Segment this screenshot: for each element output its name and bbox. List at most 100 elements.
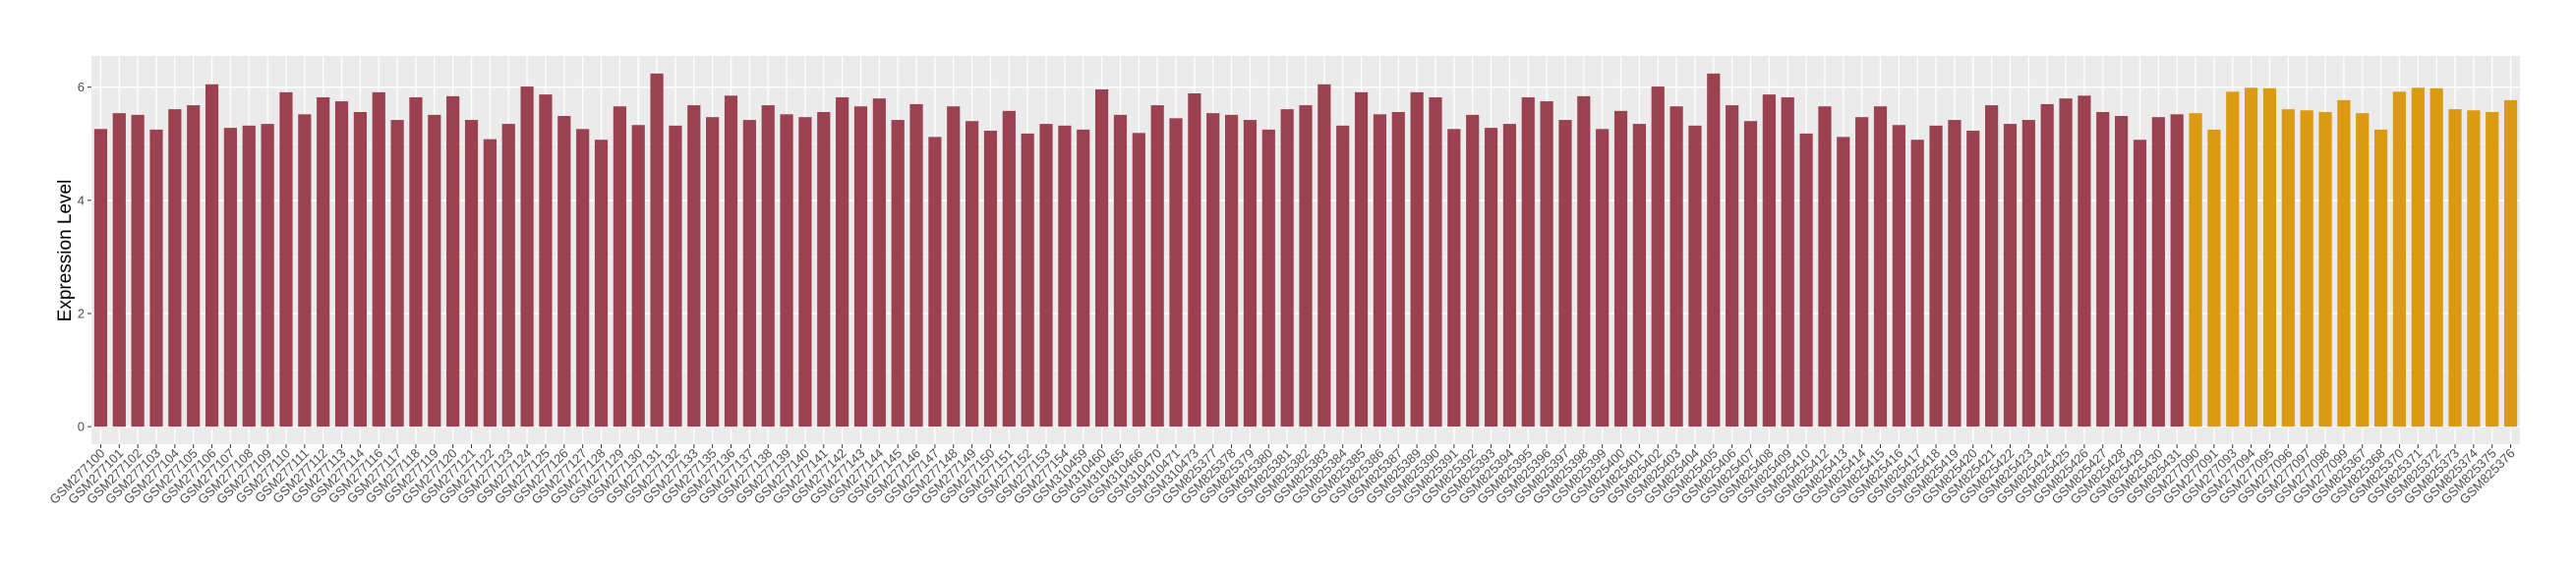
bar-GSM825396 — [1540, 101, 1553, 428]
bar-GSM277137 — [742, 120, 756, 428]
bar-GSM825387 — [1391, 112, 1405, 428]
bar-GSM277151 — [1002, 110, 1016, 428]
bar-GSM825427 — [2096, 112, 2110, 428]
bar-GSM277139 — [780, 114, 793, 428]
bar-GSM825431 — [2170, 114, 2184, 428]
bar-GSM277127 — [576, 129, 590, 428]
bar-GSM277131 — [650, 73, 664, 428]
bar-GSM277147 — [928, 137, 942, 428]
bar-GSM277128 — [594, 140, 609, 428]
bar-GSM825382 — [1299, 105, 1313, 428]
bar-GSM277130 — [631, 125, 645, 428]
bar-GSM310466 — [1132, 133, 1145, 428]
bar-GSM277106 — [205, 84, 219, 428]
bar-GSM825414 — [1855, 117, 1869, 428]
bar-GSM825380 — [1261, 129, 1275, 428]
y-tick-label: 0 — [78, 420, 85, 434]
bar-GSM277098 — [2318, 112, 2332, 428]
bar-GSM277097 — [2300, 110, 2313, 428]
bar-GSM825413 — [1837, 137, 1850, 428]
bar-GSM277122 — [483, 139, 497, 428]
bar-GSM825407 — [1743, 121, 1758, 428]
y-axis: 0 2 4 6 — [78, 80, 91, 434]
bar-GSM825402 — [1651, 86, 1665, 428]
bar-GSM277144 — [872, 98, 886, 428]
bar-GSM277118 — [409, 97, 423, 428]
bar-GSM825410 — [1799, 133, 1813, 428]
bar-GSM277138 — [761, 105, 775, 428]
bar-GSM825371 — [2411, 87, 2425, 428]
bar-GSM825398 — [1577, 95, 1591, 428]
bar-GSM825373 — [2448, 109, 2462, 428]
bar-GSM825374 — [2467, 110, 2481, 428]
bar-GSM825430 — [2151, 117, 2165, 428]
bar-GSM825404 — [1688, 125, 1702, 428]
bar-GSM277132 — [669, 125, 682, 428]
y-axis-title: Expression Level — [55, 180, 76, 322]
bar-GSM825367 — [2356, 113, 2370, 428]
bar-GSM310473 — [1188, 93, 1201, 428]
bar-GSM277126 — [557, 116, 571, 428]
bar-GSM825421 — [1985, 105, 1999, 428]
bar-GSM825394 — [1502, 124, 1517, 428]
bars — [93, 73, 2518, 428]
bar-GSM825375 — [2486, 112, 2499, 428]
bar-GSM825428 — [2115, 116, 2129, 428]
bar-GSM277146 — [909, 103, 923, 428]
bar-GSM825422 — [2003, 124, 2018, 428]
bar-GSM310470 — [1150, 105, 1164, 428]
bar-GSM277114 — [353, 112, 367, 428]
bar-GSM277149 — [966, 121, 979, 428]
bar-GSM825417 — [1910, 140, 1924, 428]
bar-GSM277104 — [168, 109, 182, 428]
bar-GSM825412 — [1818, 106, 1832, 428]
y-tick-label: 2 — [78, 306, 85, 320]
bar-GSM825379 — [1243, 120, 1258, 428]
bar-GSM277140 — [798, 117, 812, 428]
bar-GSM825372 — [2430, 87, 2443, 428]
bar-GSM310465 — [1113, 114, 1128, 428]
bar-GSM825403 — [1669, 106, 1683, 428]
bar-GSM825376 — [2503, 99, 2518, 428]
bar-GSM277096 — [2281, 109, 2295, 428]
bar-GSM310460 — [1094, 88, 1109, 428]
bar-GSM277109 — [261, 124, 274, 428]
bar-GSM277101 — [112, 113, 126, 428]
bar-GSM277135 — [706, 117, 720, 428]
bar-GSM825384 — [1336, 125, 1350, 428]
bar-GSM277116 — [372, 91, 385, 428]
bar-GSM277153 — [1039, 124, 1053, 428]
x-axis: GSM277100GSM277101GSM277102GSM277103GSM2… — [46, 444, 2518, 507]
bar-GSM825393 — [1484, 128, 1498, 428]
bar-GSM825409 — [1781, 97, 1794, 428]
bar-GSM825377 — [1206, 113, 1220, 428]
bar-GSM825415 — [1873, 106, 1888, 428]
bar-GSM277110 — [279, 91, 293, 428]
bar-GSM825399 — [1596, 129, 1610, 428]
bar-GSM825406 — [1726, 105, 1739, 428]
bar-GSM277125 — [539, 94, 553, 428]
bar-GSM825405 — [1707, 73, 1721, 428]
bar-GSM825426 — [2078, 95, 2091, 428]
bar-GSM825429 — [2133, 140, 2147, 428]
bar-GSM825418 — [1929, 125, 1943, 428]
bar-GSM825391 — [1447, 129, 1461, 428]
bar-GSM277108 — [242, 125, 256, 428]
bar-GSM825368 — [2373, 129, 2388, 428]
bar-GSM277091 — [2207, 129, 2221, 428]
bar-GSM277123 — [501, 124, 515, 428]
bar-GSM277129 — [613, 106, 626, 428]
bar-GSM825419 — [1948, 120, 1961, 428]
bar-GSM277121 — [464, 120, 479, 428]
y-tick-label: 6 — [78, 80, 85, 94]
bar-GSM277094 — [2245, 87, 2258, 428]
bar-GSM277117 — [390, 120, 404, 428]
bar-GSM277136 — [724, 95, 738, 428]
bar-GSM825425 — [2059, 98, 2073, 428]
bar-GSM825401 — [1632, 124, 1646, 428]
bar-GSM825416 — [1892, 125, 1905, 428]
bar-GSM277143 — [853, 106, 868, 428]
bar-GSM825408 — [1762, 94, 1776, 428]
bar-GSM277105 — [187, 105, 201, 428]
